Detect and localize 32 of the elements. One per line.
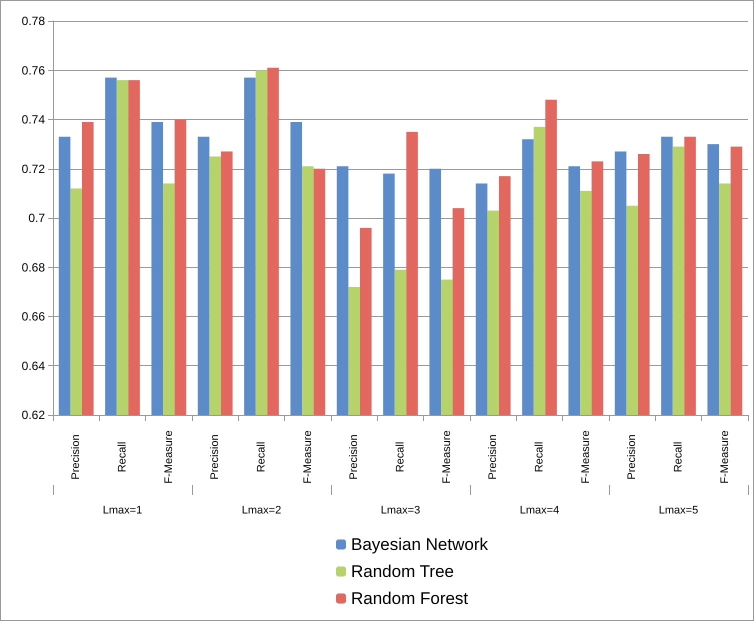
y-tick-label: 0.66	[22, 310, 46, 324]
y-tick-label: 0.68	[22, 260, 46, 274]
text: Lmax=2	[242, 504, 282, 516]
text: Lmax=5	[658, 504, 698, 516]
y-tick-label: 0.7	[28, 211, 46, 225]
x-tick-label: F-Measure	[718, 430, 731, 484]
text: Lmax=3	[380, 504, 420, 516]
x-tick-label: Recall	[672, 442, 684, 472]
legend-label: Random Tree	[351, 562, 454, 581]
y-tick-label: 0.62	[22, 408, 46, 422]
y-tick-label: 0.72	[22, 162, 46, 176]
x-tick-label: Recall	[394, 442, 406, 472]
legend-label: Bayesian Network	[351, 535, 489, 554]
x-tick-label: F-Measure	[440, 430, 453, 484]
x-tick-label: Precision	[348, 434, 360, 480]
x-tick-label: Recall	[256, 442, 268, 472]
y-tick-label: 0.76	[22, 63, 46, 78]
x-tick-label: Precision	[487, 434, 500, 480]
x-tick-label: Precision	[209, 434, 222, 480]
x-tick-label: Precision	[70, 434, 82, 480]
x-tick-label: F-Measure	[302, 430, 314, 484]
y-tick-label: 0.64	[22, 358, 46, 373]
y-tick-label: 0.78	[22, 14, 46, 28]
legend-label: Random Forest	[351, 589, 468, 608]
x-tick-label: Precision	[626, 434, 638, 480]
text: Lmax=1	[102, 504, 142, 516]
x-tick-label: F-Measure	[162, 430, 175, 484]
text: Lmax=4	[520, 504, 560, 516]
y-tick-label: 0.74	[22, 112, 46, 126]
x-tick-label: F-Measure	[580, 430, 592, 484]
x-tick-label: Recall	[534, 442, 546, 472]
x-tick-label: Recall	[116, 442, 128, 472]
